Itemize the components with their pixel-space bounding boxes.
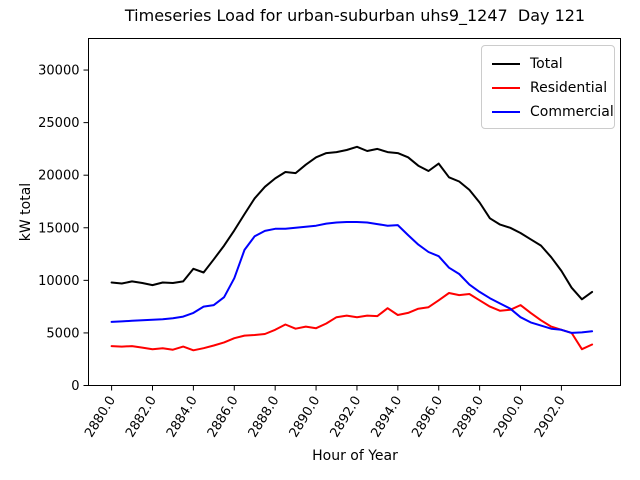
x-tick-label: 2884.0 [164,394,201,441]
legend-label: Total [530,56,563,72]
chart-title: Timeseries Load for urban-suburban uhs9_… [124,6,586,25]
y-tick-label: 5000 [46,326,79,341]
y-tick-label: 25000 [38,116,79,131]
x-tick-label: 2892.0 [328,394,365,441]
x-axis-label: Hour of Year [312,448,398,464]
x-tick-label: 2894.0 [368,394,405,441]
series-line-residential [110,292,594,352]
x-tick-label: 2880.0 [82,394,119,441]
legend-item-residential: Residential [482,76,614,100]
y-tick-label: 30000 [38,64,79,79]
y-tick-label: 15000 [38,221,79,236]
legend-item-total: Total [482,52,614,76]
legend-line-swatch-total [492,63,520,65]
x-tick-label: 2896.0 [409,394,446,441]
y-tick-label: 20000 [38,169,79,184]
legend-label: Commercial [530,104,614,120]
legend-line-swatch-residential [492,87,520,89]
x-tick-label: 2882.0 [123,394,160,441]
series-line-total [110,145,594,301]
x-tick-label: 2900.0 [491,394,528,441]
legend-item-commercial: Commercial [482,100,614,124]
legend-line-swatch-commercial [492,111,520,113]
y-tick-label: 10000 [38,274,79,289]
legend: Total Residential Commercial [481,45,615,129]
legend-label: Residential [530,80,608,96]
y-tick-label: 0 [71,379,79,394]
x-tick-label: 2890.0 [287,394,324,441]
series-line-commercial [110,221,594,334]
x-tick-label: 2888.0 [246,394,283,441]
x-tick-label: 2902.0 [532,394,569,441]
x-tick-label: 2886.0 [205,394,242,441]
axes-spines [88,38,621,386]
x-tick-label: 2898.0 [450,394,487,441]
